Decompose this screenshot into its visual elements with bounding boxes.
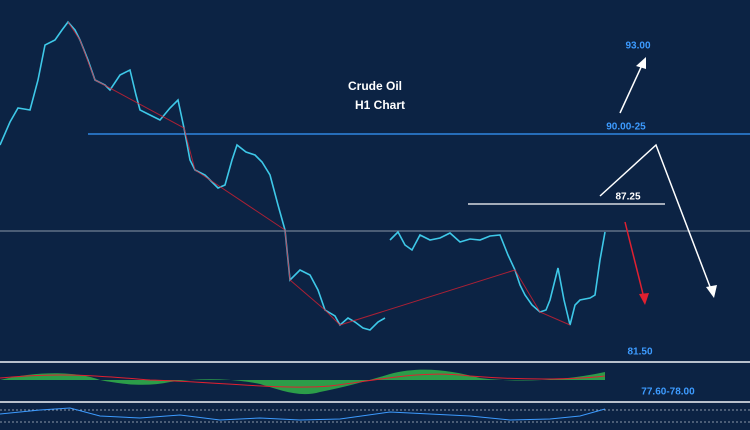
- level-label: 93.00: [625, 41, 650, 52]
- macd-signal: [0, 373, 606, 388]
- chart-title: Crude Oil: [348, 79, 402, 93]
- price-line: [389, 230, 606, 326]
- level-label: 87.25: [615, 192, 640, 203]
- arrowhead: [706, 285, 717, 298]
- chart-subtitle: H1 Chart: [355, 98, 405, 112]
- projection-arrow: [599, 143, 713, 293]
- price-line-down: [67, 21, 571, 326]
- arrowhead: [636, 57, 646, 69]
- rsi-line: [0, 407, 606, 421]
- level-label: 81.50: [627, 347, 652, 358]
- arrowhead: [639, 293, 649, 305]
- level-label: 90.00-25: [606, 122, 646, 133]
- level-label: 77.60-78.00: [641, 387, 695, 398]
- arrow-down: [624, 221, 645, 299]
- macd-histogram: [0, 369, 605, 395]
- arrow-up: [619, 62, 644, 114]
